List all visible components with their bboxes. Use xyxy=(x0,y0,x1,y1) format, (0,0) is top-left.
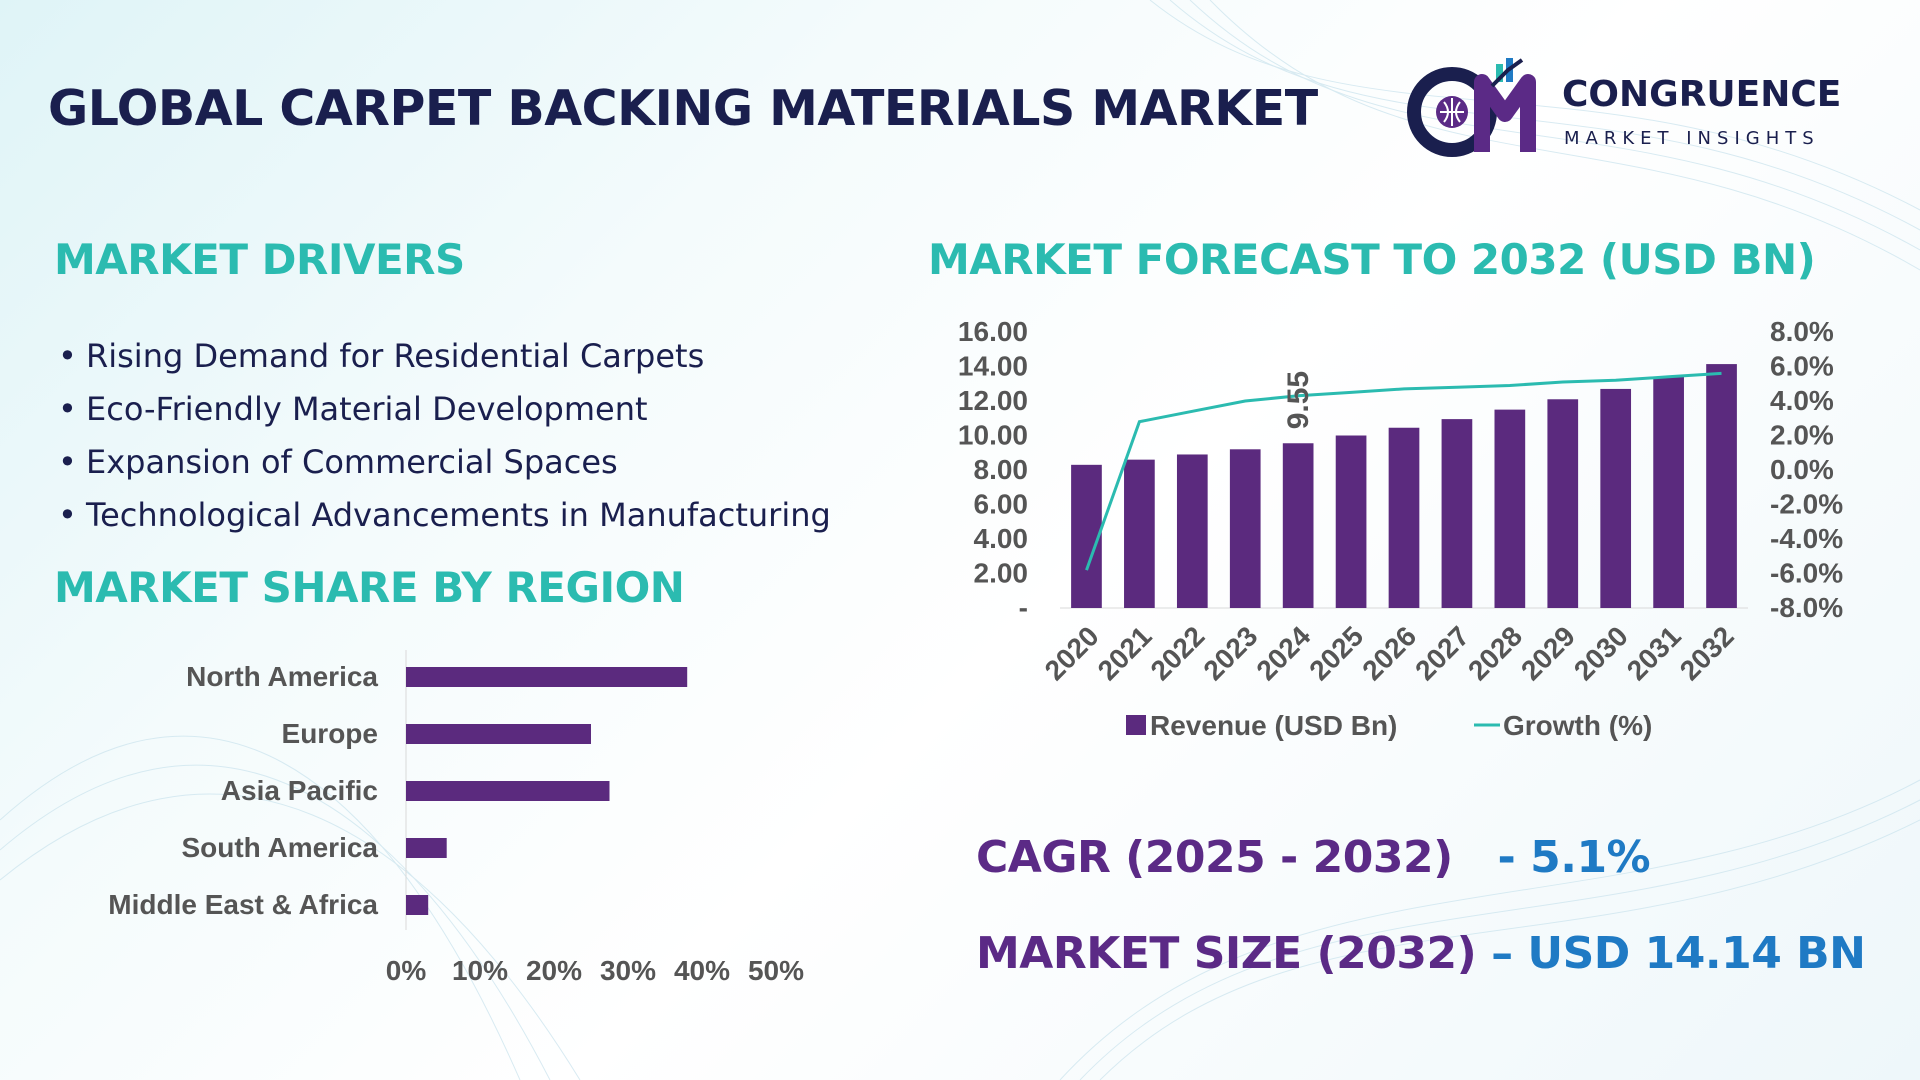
legend-revenue-label: Revenue (USD Bn) xyxy=(1150,710,1397,741)
revenue-bar xyxy=(1706,364,1737,608)
forecast-left-tick-label: 12.00 xyxy=(958,385,1028,416)
revenue-bar xyxy=(1388,427,1420,608)
market-size-value: – USD 14.14 BN xyxy=(1491,928,1866,979)
revenue-bar xyxy=(1282,443,1314,608)
legend-growth-label: Growth (%) xyxy=(1503,710,1652,741)
forecast-year-label: 2022 xyxy=(1145,620,1211,686)
revenue-bar xyxy=(1600,388,1632,608)
region-x-tick-label: 40% xyxy=(674,955,730,986)
revenue-bar xyxy=(1653,376,1684,608)
forecast-right-tick-label: -2.0% xyxy=(1770,489,1843,520)
logo-name: CONGRUENCE xyxy=(1562,74,1842,115)
cagr-value: - 5.1% xyxy=(1497,832,1651,883)
forecast-year-label: 2030 xyxy=(1568,620,1634,686)
market-size-kpi: MARKET SIZE (2032) – USD 14.14 BN xyxy=(976,928,1866,979)
forecast-right-tick-label: -8.0% xyxy=(1770,592,1843,623)
region-bar xyxy=(406,781,610,801)
driver-item: • Eco-Friendly Material Development xyxy=(58,390,648,428)
forecast-year-label: 2029 xyxy=(1515,620,1581,686)
region-share-heading: MARKET SHARE BY REGION xyxy=(54,563,685,612)
forecast-year-label: 2025 xyxy=(1303,620,1369,686)
forecast-year-label: 2021 xyxy=(1092,620,1158,686)
forecast-year-label: 2024 xyxy=(1250,620,1316,686)
region-x-tick-label: 50% xyxy=(748,955,804,986)
growth-line xyxy=(1085,371,1722,571)
forecast-year-label: 2031 xyxy=(1621,620,1687,686)
forecast-left-tick-label: 2.00 xyxy=(974,558,1029,589)
forecast-left-tick-label: 4.00 xyxy=(974,523,1029,554)
drivers-list: • Rising Demand for Residential Carpets •… xyxy=(58,330,831,542)
forecast-right-tick-label: -4.0% xyxy=(1770,523,1843,554)
cagr-label: CAGR (2025 - 2032) xyxy=(976,832,1453,883)
forecast-year-label: 2028 xyxy=(1462,620,1528,686)
region-x-tick-label: 30% xyxy=(600,955,656,986)
revenue-bar xyxy=(1441,419,1473,608)
forecast-left-tick-label: 6.00 xyxy=(974,489,1029,520)
region-x-tick-label: 20% xyxy=(526,955,582,986)
forecast-year-label: 2027 xyxy=(1409,620,1475,686)
region-bar xyxy=(406,667,688,687)
revenue-bar xyxy=(1494,409,1526,608)
market-drivers-heading: MARKET DRIVERS xyxy=(54,235,465,284)
revenue-bar xyxy=(1335,435,1367,608)
forecast-left-tick-label: 10.00 xyxy=(958,420,1028,451)
region-category-label: South America xyxy=(181,832,378,863)
region-bar xyxy=(406,895,429,915)
driver-item-text: Eco-Friendly Material Development xyxy=(86,390,648,428)
page-title: GLOBAL CARPET BACKING MATERIALS MARKET xyxy=(48,80,1318,137)
forecast-left-tick-label: 8.00 xyxy=(974,454,1029,485)
region-x-tick-label: 10% xyxy=(452,955,508,986)
forecast-right-tick-label: 6.0% xyxy=(1770,351,1834,382)
forecast-right-tick-label: 0.0% xyxy=(1770,454,1834,485)
driver-item: • Rising Demand for Residential Carpets xyxy=(58,337,705,375)
logo-tagline: MARKET INSIGHTS xyxy=(1564,128,1820,149)
forecast-heading: MARKET FORECAST TO 2032 (USD BN) xyxy=(928,235,1816,284)
region-category-label: Europe xyxy=(282,718,378,749)
legend-revenue-swatch xyxy=(1126,715,1146,735)
driver-item-text: Rising Demand for Residential Carpets xyxy=(86,337,705,375)
region-category-label: North America xyxy=(186,661,378,692)
region-x-tick-label: 0% xyxy=(386,955,427,986)
forecast-left-tick-label: - xyxy=(1019,592,1028,623)
revenue-bar xyxy=(1124,459,1155,608)
forecast-right-tick-label: 4.0% xyxy=(1770,385,1834,416)
forecast-right-tick-label: -6.0% xyxy=(1770,558,1843,589)
forecast-year-label: 2023 xyxy=(1198,620,1264,686)
forecast-right-tick-label: 8.0% xyxy=(1770,316,1834,347)
driver-item-text: Technological Advancements in Manufactur… xyxy=(86,496,831,534)
forecast-right-tick-label: 2.0% xyxy=(1770,420,1834,451)
company-logo: CONGRUENCE MARKET INSIGHTS xyxy=(1400,52,1870,162)
region-category-label: Asia Pacific xyxy=(221,775,378,806)
forecast-year-label: 2020 xyxy=(1039,620,1105,686)
revenue-bar xyxy=(1547,399,1579,608)
region-category-label: Middle East & Africa xyxy=(108,889,378,920)
forecast-left-tick-label: 14.00 xyxy=(958,351,1028,382)
driver-item: • Expansion of Commercial Spaces xyxy=(58,443,618,481)
revenue-bar xyxy=(1071,464,1102,608)
revenue-bar xyxy=(1176,454,1208,608)
region-bar xyxy=(406,724,591,744)
market-size-label: MARKET SIZE (2032) xyxy=(976,928,1477,979)
region-share-chart: North America Europe Asia Pacific South Ame… xyxy=(108,650,804,986)
cagr-kpi: CAGR (2025 - 2032) - 5.1% xyxy=(976,832,1651,883)
revenue-data-label: 9.55 xyxy=(1282,371,1315,429)
forecast-left-tick-label: 16.00 xyxy=(958,316,1028,347)
region-bar xyxy=(406,838,447,858)
logo-mark-icon xyxy=(1407,58,1536,157)
revenue-bar xyxy=(1229,449,1261,608)
forecast-year-label: 2026 xyxy=(1356,620,1422,686)
driver-item-text: Expansion of Commercial Spaces xyxy=(86,443,618,481)
forecast-year-label: 2032 xyxy=(1674,620,1740,686)
driver-item: • Technological Advancements in Manufactu… xyxy=(58,496,831,534)
